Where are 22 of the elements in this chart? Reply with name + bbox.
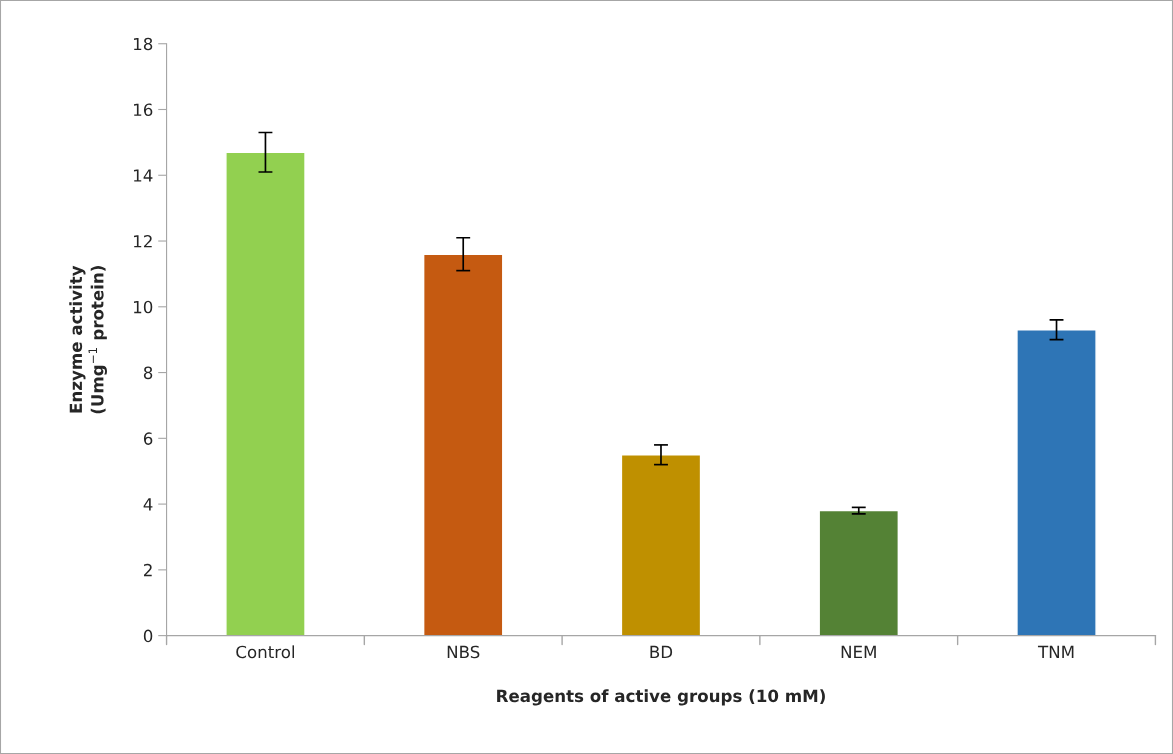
y-tick-label: 8 (143, 366, 153, 380)
x-tick-label: TNM (1037, 645, 1074, 659)
y-tick-label: 6 (143, 432, 153, 445)
y-tick-label: 4 (143, 498, 153, 511)
x-axis-title: Reagents of active groups (10 mM) (497, 689, 825, 706)
y-tick-label: 0 (143, 629, 153, 643)
bar (818, 509, 900, 636)
bar (620, 454, 702, 636)
y-axis-title: Enzyme activity (Umg$^{−1}$ protein) (69, 265, 107, 414)
x-tick-label: NEM (841, 645, 876, 659)
y-tick-label: 18 (133, 37, 153, 51)
bar (225, 151, 306, 636)
bar (422, 253, 504, 636)
y-tick-label: 12 (133, 234, 152, 248)
y-tick-label: 16 (133, 103, 153, 117)
y-tick-label: 2 (143, 563, 152, 577)
y-tick-label: 10 (133, 300, 153, 314)
x-tick-label: BD (650, 645, 673, 659)
y-tick-label: 14 (133, 169, 153, 182)
x-tick-label: Control (236, 645, 295, 659)
x-tick-label: NBS (447, 645, 480, 659)
bar (1016, 329, 1097, 636)
